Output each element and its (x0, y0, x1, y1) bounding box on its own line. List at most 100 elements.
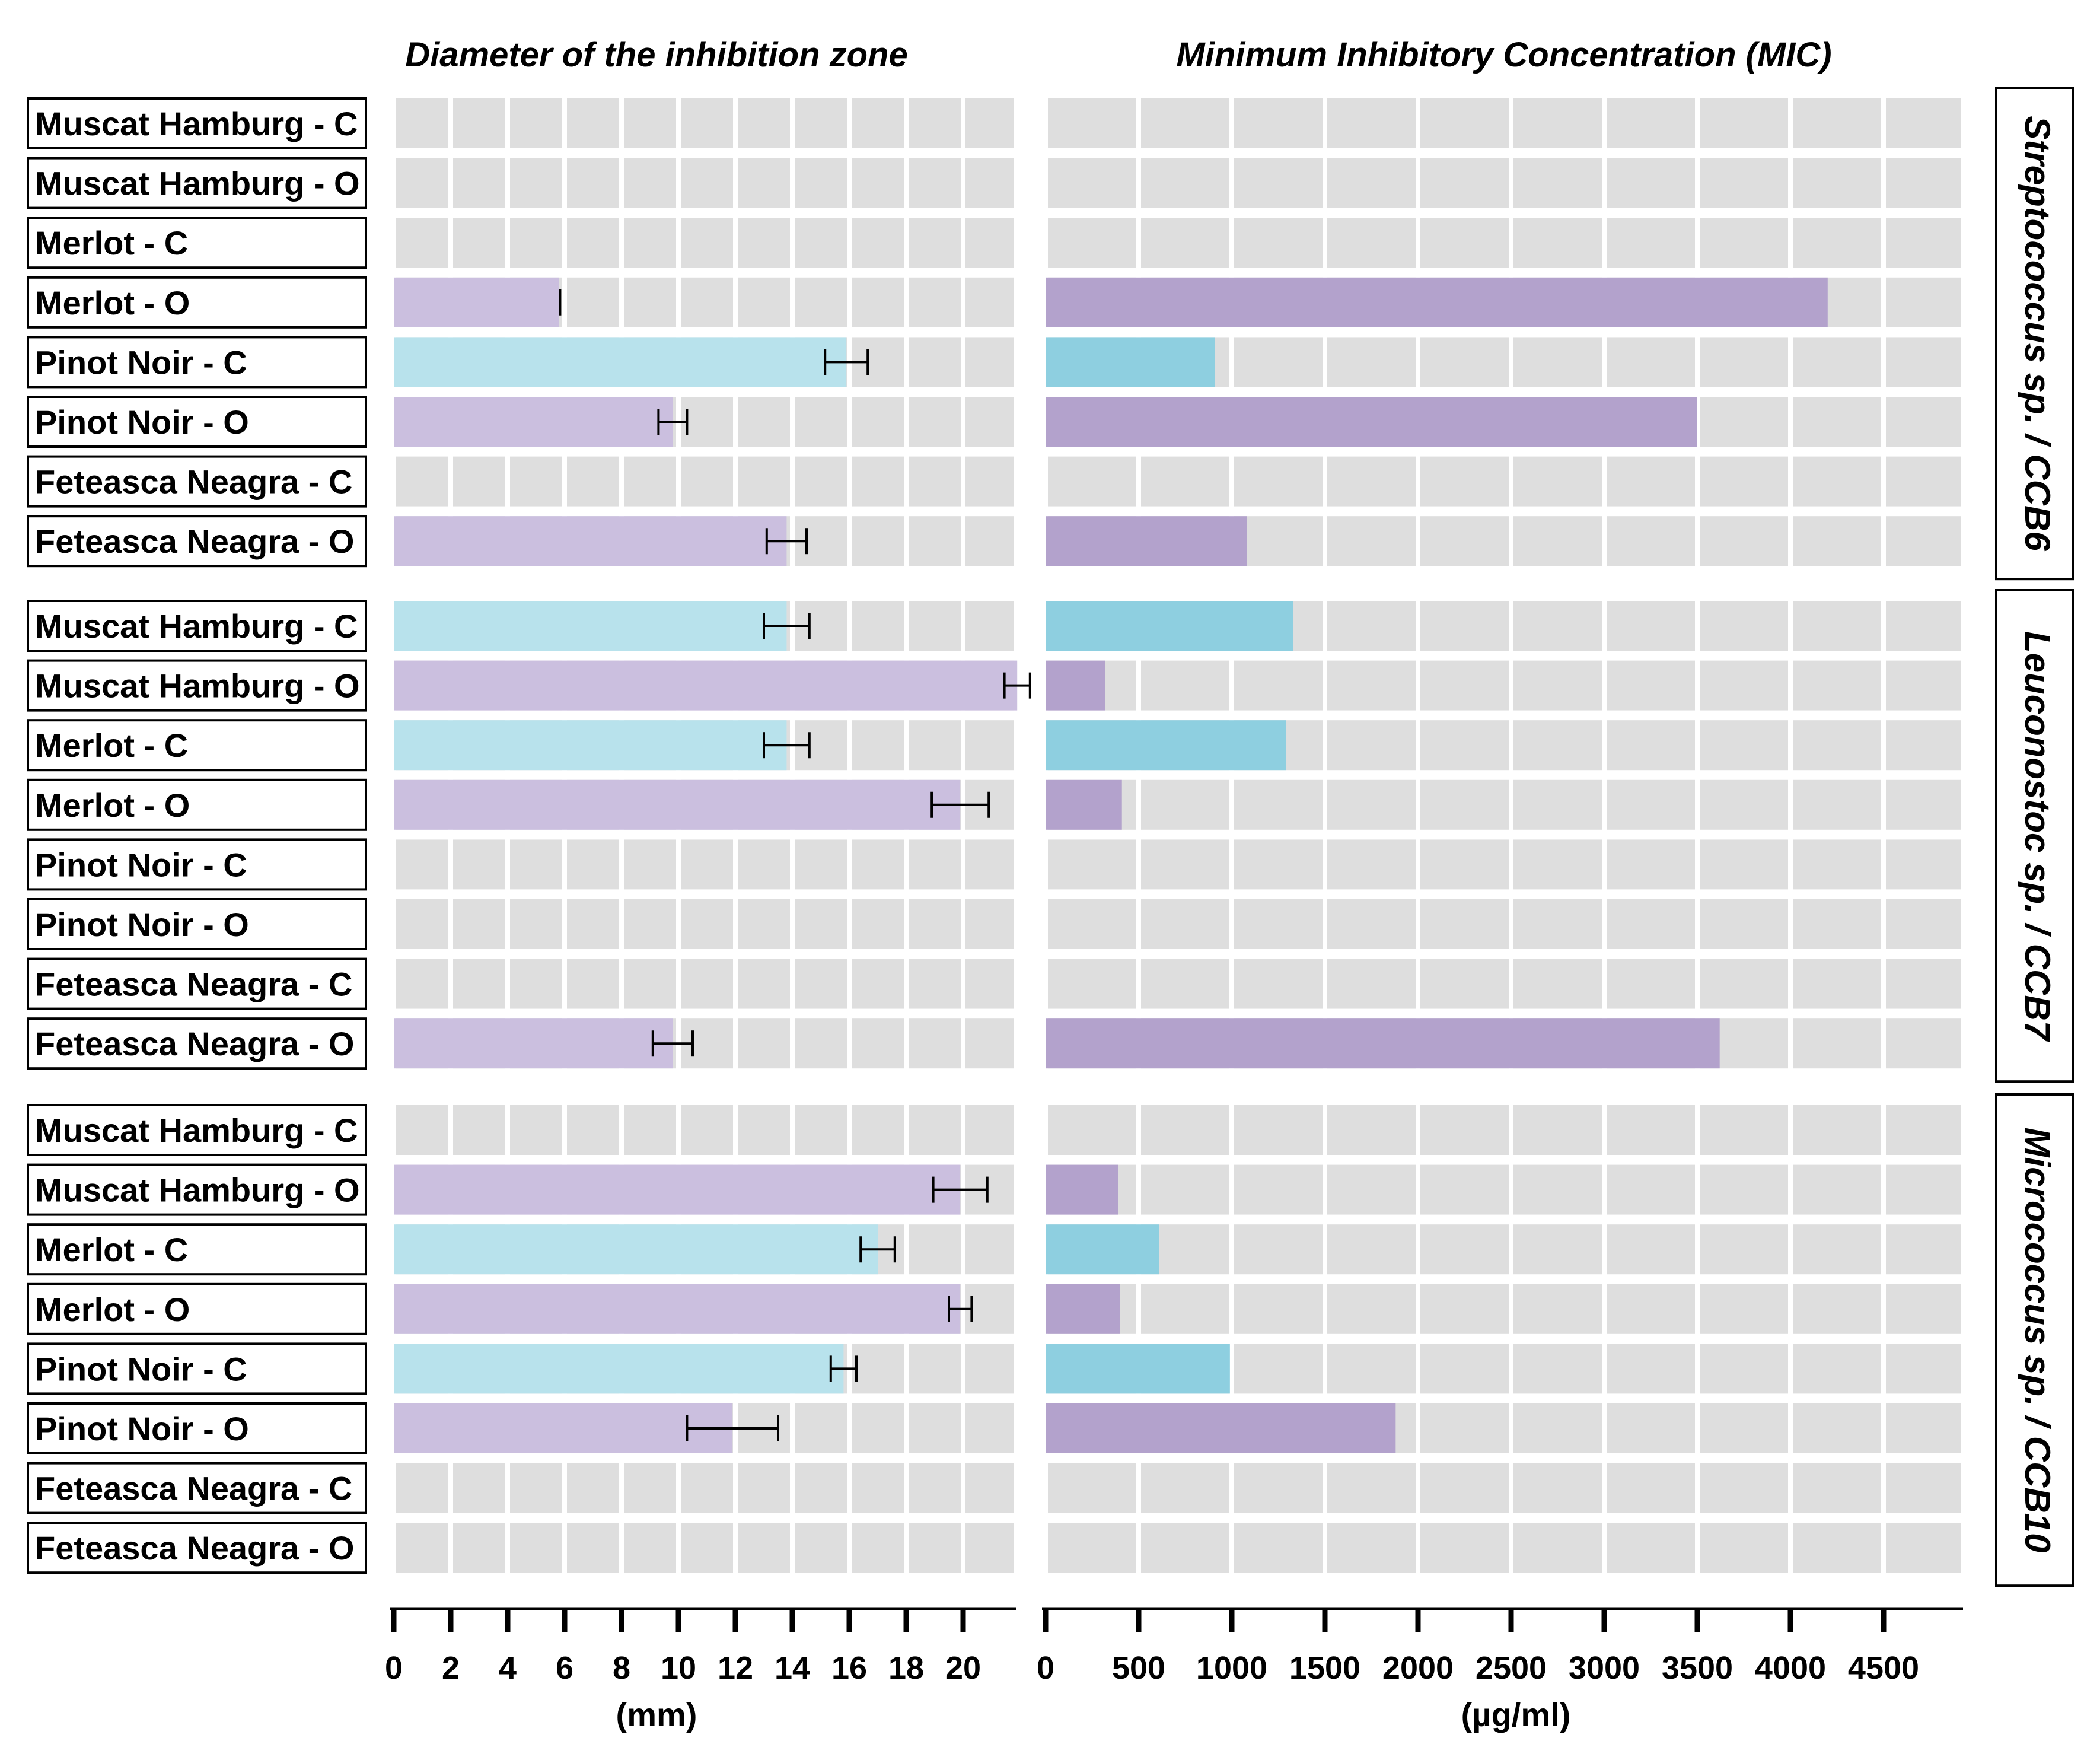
right-grid-cell (1607, 959, 1695, 1009)
left-grid-cell (795, 456, 847, 507)
group-label-box (1995, 87, 2074, 581)
left-grid-cell (624, 1463, 676, 1513)
left-grid-cell (965, 337, 1014, 387)
right-grid-cell (1793, 218, 1881, 268)
right-grid-cell (1141, 779, 1229, 830)
row-label-feteasca-neagra-c: Feteasca Neagra - C (35, 966, 352, 1003)
right-grid-cell (1513, 1284, 1602, 1334)
right-grid-cell (1793, 456, 1881, 507)
row-label-pinot-noir-o: Pinot Noir - O (35, 403, 249, 441)
left-grid-cell (795, 277, 847, 327)
left-chart-title: Diameter of the inhibition zone (405, 36, 907, 74)
row-label-pinot-noir-c: Pinot Noir - C (35, 846, 247, 883)
left-grid-cell (396, 158, 448, 208)
row-label-box-pinot-noir-c (27, 336, 367, 389)
left-grid-cell (795, 158, 847, 208)
right-grid-cell (1420, 98, 1509, 148)
row-label-box-merlot-c (27, 719, 367, 772)
right-grid-cell (1886, 277, 1961, 327)
right-grid-cell (1327, 959, 1416, 1009)
right-grid-cell (1793, 1403, 1881, 1453)
right-grid-cell (1607, 1403, 1695, 1453)
left-grid-cell (681, 456, 733, 507)
right-bar-muscat-hamburg-o (1046, 1164, 1118, 1215)
right-grid-cell (1048, 456, 1136, 507)
left-grid-cell (965, 839, 1014, 890)
row-label-merlot-c: Merlot - C (35, 727, 188, 764)
left-grid-cell (681, 277, 733, 327)
left-grid-cell (738, 158, 790, 208)
right-grid-cell (1793, 660, 1881, 711)
left-grid-cell (624, 98, 676, 148)
right-grid-cell (1141, 1164, 1229, 1215)
row-label-box-pinot-noir-o (27, 396, 367, 448)
left-grid-cell (909, 218, 961, 268)
right-grid-cell (1793, 899, 1881, 949)
left-grid-cell (852, 516, 904, 566)
row-label-box-merlot-c (27, 1223, 367, 1276)
right-grid-cell (1886, 1403, 1961, 1453)
right-bar-feteasca-neagra-o (1046, 1018, 1720, 1069)
right-x-tick-label: 1000 (1196, 1650, 1267, 1686)
left-x-tick-label: 4 (499, 1650, 517, 1686)
left-grid-cell (909, 899, 961, 949)
right-grid-cell (1607, 899, 1695, 949)
left-grid-cell (852, 720, 904, 771)
right-grid-cell (1513, 1463, 1602, 1513)
right-grid-cell (1700, 959, 1788, 1009)
right-grid-cell (1327, 779, 1416, 830)
left-grid-cell (852, 1523, 904, 1573)
right-bar-merlot-o (1046, 779, 1122, 830)
right-x-tick-label: 0 (1037, 1650, 1054, 1686)
right-grid-cell (1048, 959, 1136, 1009)
left-x-tick-label: 0 (385, 1650, 403, 1686)
right-grid-cell (1513, 337, 1602, 387)
left-grid-cell (453, 158, 505, 208)
right-bar-pinot-noir-o (1046, 1403, 1396, 1453)
row-label-muscat-hamburg-o: Muscat Hamburg - O (35, 1172, 360, 1209)
left-grid-cell (795, 98, 847, 148)
left-grid-cell (738, 1105, 790, 1155)
left-grid-cell (567, 456, 619, 507)
right-grid-cell (1513, 218, 1602, 268)
row-label-box-muscat-hamburg-c (27, 97, 367, 149)
right-grid-cell (1048, 839, 1136, 890)
left-grid-cell (795, 1523, 847, 1573)
right-grid-cell (1327, 516, 1416, 566)
right-grid-cell (1234, 1463, 1323, 1513)
right-grid-cell (1234, 516, 1323, 566)
right-grid-cell (1327, 456, 1416, 507)
right-grid-cell (1420, 839, 1509, 890)
right-grid-cell (1886, 1463, 1961, 1513)
right-grid-cell (1793, 1284, 1881, 1334)
left-grid-cell (738, 218, 790, 268)
left-grid-cell (681, 1463, 733, 1513)
left-grid-cell (567, 1463, 619, 1513)
row-label-box-pinot-noir-o (27, 898, 367, 950)
right-grid-cell (1141, 158, 1229, 208)
left-grid-cell (624, 218, 676, 268)
right-bar-pinot-noir-c (1046, 337, 1215, 387)
row-label-pinot-noir-o: Pinot Noir - O (35, 1410, 249, 1447)
left-grid-cell (795, 839, 847, 890)
left-grid-cell (909, 839, 961, 890)
group-label-leuconostoc-sp-ccb7: Leuconostoc sp. / CCB7 (2018, 631, 2057, 1042)
right-grid-cell (1420, 1403, 1509, 1453)
right-grid-cell (1513, 1164, 1602, 1215)
right-grid-cell (1420, 899, 1509, 949)
right-bar-merlot-o (1046, 277, 1828, 327)
left-grid-cell (396, 218, 448, 268)
right-grid-cell (1327, 601, 1416, 651)
row-label-feteasca-neagra-o: Feteasca Neagra - O (35, 1025, 354, 1062)
left-bar-muscat-hamburg-o (394, 660, 1018, 711)
left-grid-cell (510, 839, 562, 890)
left-grid-cell (795, 1403, 847, 1453)
left-grid-cell (681, 158, 733, 208)
right-grid-cell (1513, 601, 1602, 651)
right-x-tick-label: 500 (1112, 1650, 1165, 1686)
right-grid-cell (1141, 660, 1229, 711)
left-grid-cell (795, 218, 847, 268)
right-grid-cell (1793, 1344, 1881, 1394)
right-bar-merlot-c (1046, 1224, 1159, 1275)
left-grid-cell (909, 1403, 961, 1453)
